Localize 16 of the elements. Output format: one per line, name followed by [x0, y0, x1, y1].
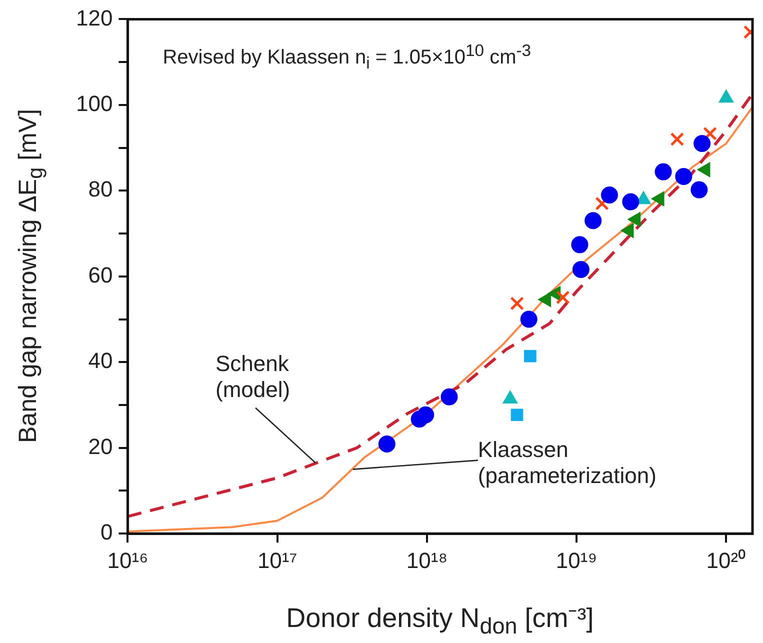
y-tick-label: 80	[88, 176, 113, 202]
y-tick-label: 120	[76, 5, 113, 30]
x-axis-title: Donor density N$_{don}$ [cm⁻³]	[286, 602, 594, 640]
annotation: Schenk (model)	[216, 350, 290, 403]
x-tick-label: 10¹⁸	[406, 548, 448, 573]
y-tick-label: 100	[76, 90, 113, 116]
y-tick-label: 0	[100, 520, 113, 545]
x-tick-label: 10²⁰	[706, 548, 746, 573]
annotation: Revised by Klaassen n$_{i}$ = 1.05×10$^{10}$ cm$^{-3}$	[162, 41, 532, 74]
y-tick-label: 20	[88, 434, 113, 459]
annotation: Klaassen (parameterization)	[478, 437, 656, 490]
y-tick-label: 40	[88, 348, 113, 374]
x-tick-label: 10¹⁶	[107, 548, 148, 573]
y-tick-label: 60	[88, 262, 113, 288]
x-tick-label: 10¹⁷	[257, 548, 298, 573]
x-tick-label: 10¹⁹	[556, 548, 598, 573]
